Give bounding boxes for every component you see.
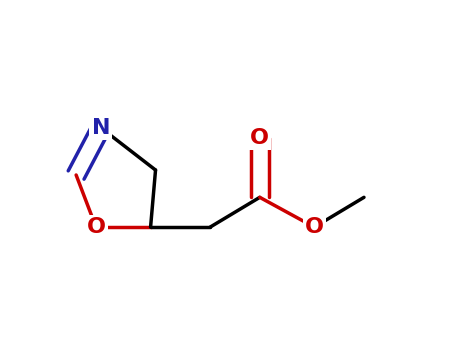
Text: N: N <box>92 118 110 138</box>
Text: O: O <box>305 217 324 237</box>
Text: O: O <box>86 217 106 237</box>
Text: O: O <box>250 128 269 148</box>
